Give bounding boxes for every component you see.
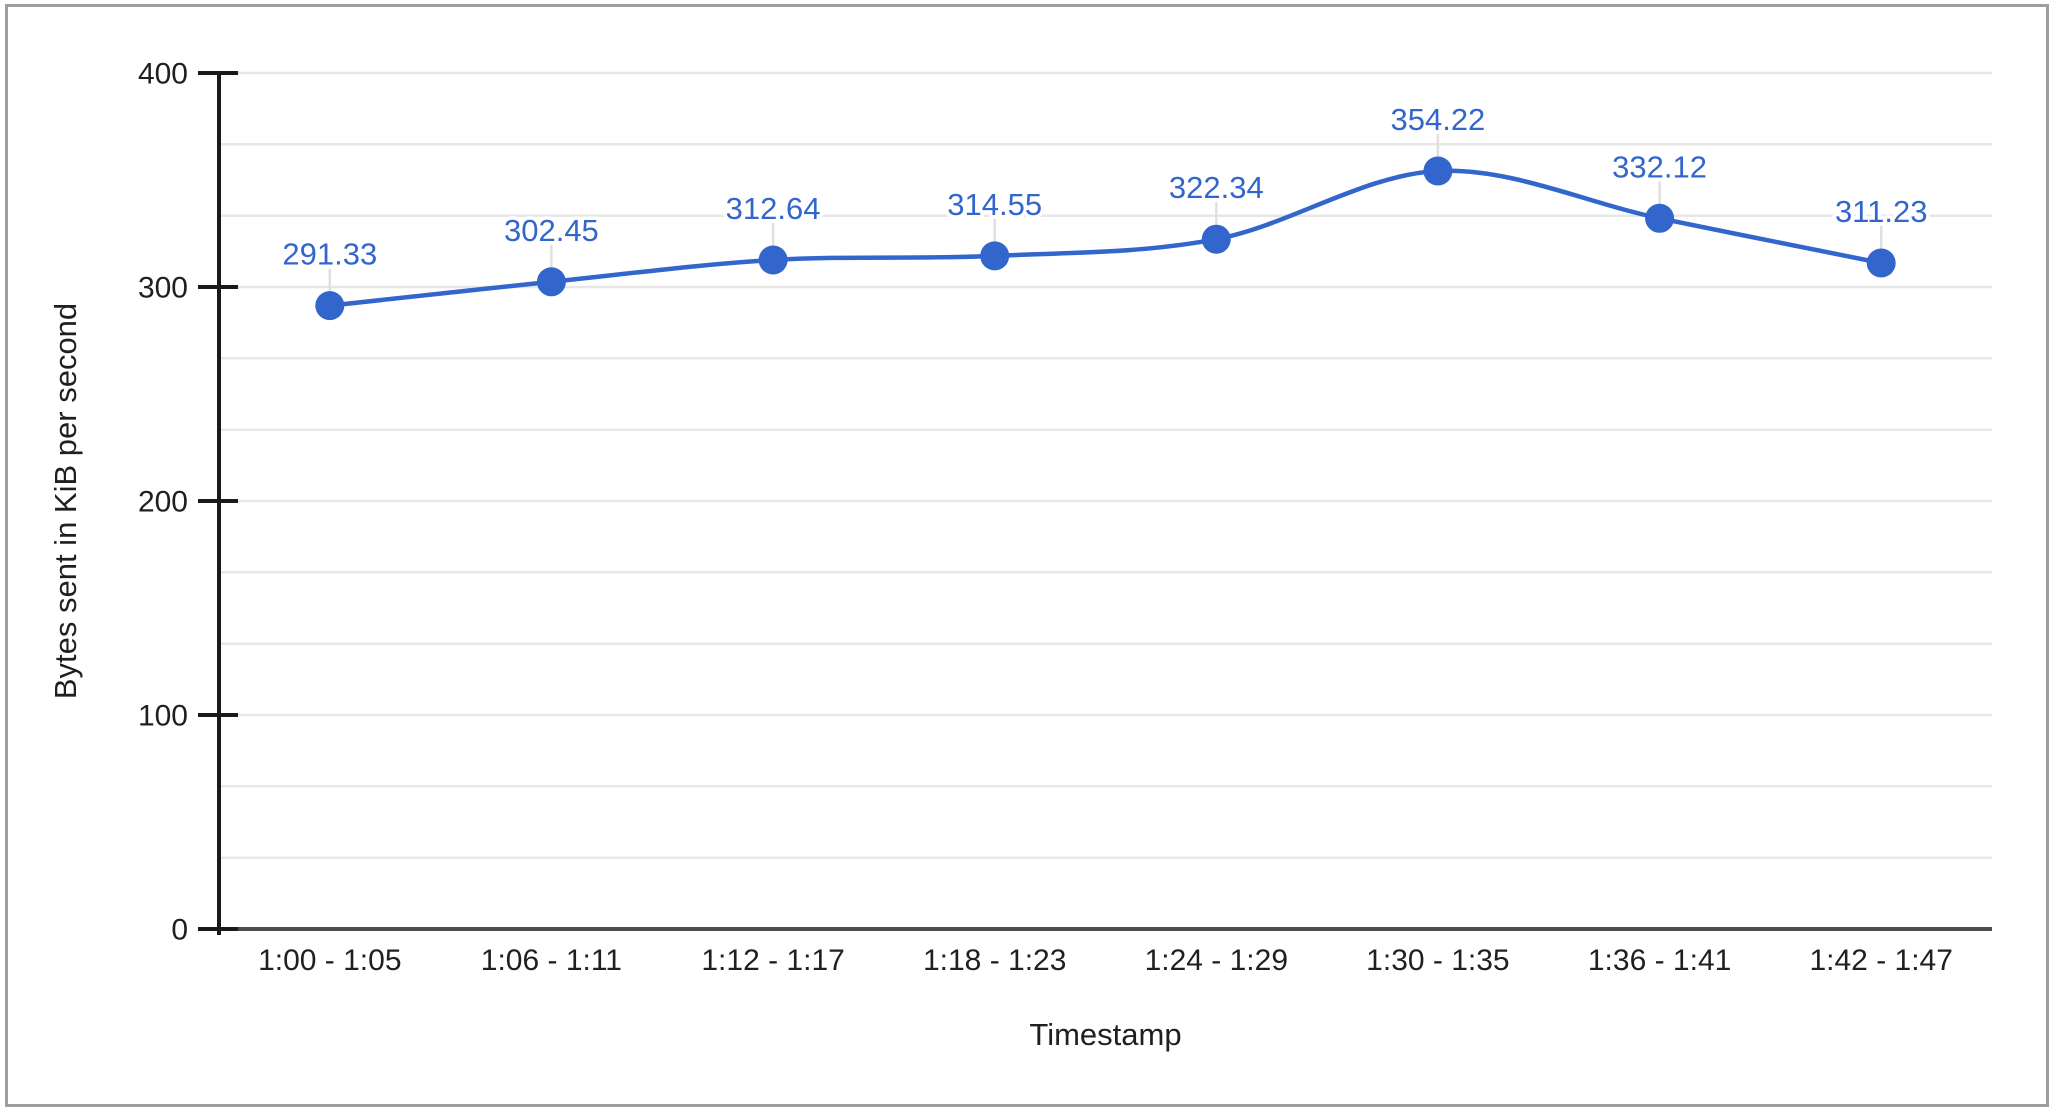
data-point-label: 332.12 — [1612, 149, 1707, 184]
x-tick-label: 1:24 - 1:29 — [1145, 944, 1288, 977]
x-tick-label: 1:30 - 1:35 — [1366, 944, 1509, 977]
x-axis-title: Timestamp — [1029, 1017, 1182, 1052]
x-tick-label: 1:42 - 1:47 — [1809, 944, 1952, 977]
data-point-marker[interactable] — [1645, 203, 1675, 233]
series-line — [327, 168, 1884, 308]
data-point-marker[interactable] — [980, 241, 1010, 271]
data-point-marker[interactable] — [758, 245, 788, 275]
data-point-label: 291.33 — [282, 237, 377, 272]
data-point-marker[interactable] — [315, 291, 345, 321]
data-point-label: 354.22 — [1390, 102, 1485, 137]
x-tick-label: 1:06 - 1:11 — [481, 944, 622, 977]
chart-frame-border — [5, 4, 2049, 1107]
data-point-label: 322.34 — [1169, 170, 1264, 205]
y-tick-label: 300 — [138, 272, 188, 305]
y-tick-label: 100 — [138, 700, 188, 733]
x-tick-label: 1:12 - 1:17 — [701, 944, 844, 977]
x-tick-label: 1:00 - 1:05 — [258, 944, 401, 977]
data-point-marker[interactable] — [1201, 224, 1231, 254]
data-point-label: 302.45 — [504, 213, 599, 248]
x-tick-label: 1:18 - 1:23 — [923, 944, 1066, 977]
x-tick-label: 1:36 - 1:41 — [1588, 944, 1731, 977]
data-point-label: 311.23 — [1835, 194, 1928, 229]
x-axis-title-wrap: Timestamp — [219, 1017, 1992, 1053]
y-tick-label: 400 — [138, 58, 188, 91]
data-point-label: 314.55 — [947, 187, 1042, 222]
y-tick-label: 200 — [138, 486, 188, 519]
data-point-marker[interactable] — [536, 267, 566, 297]
data-point-marker[interactable] — [1866, 248, 1896, 278]
data-point-label: 312.64 — [726, 191, 821, 226]
y-tick-label: 0 — [171, 914, 188, 947]
data-point-marker[interactable] — [1423, 156, 1453, 186]
y-axis-title: Bytes sent in KiB per second — [48, 302, 83, 700]
